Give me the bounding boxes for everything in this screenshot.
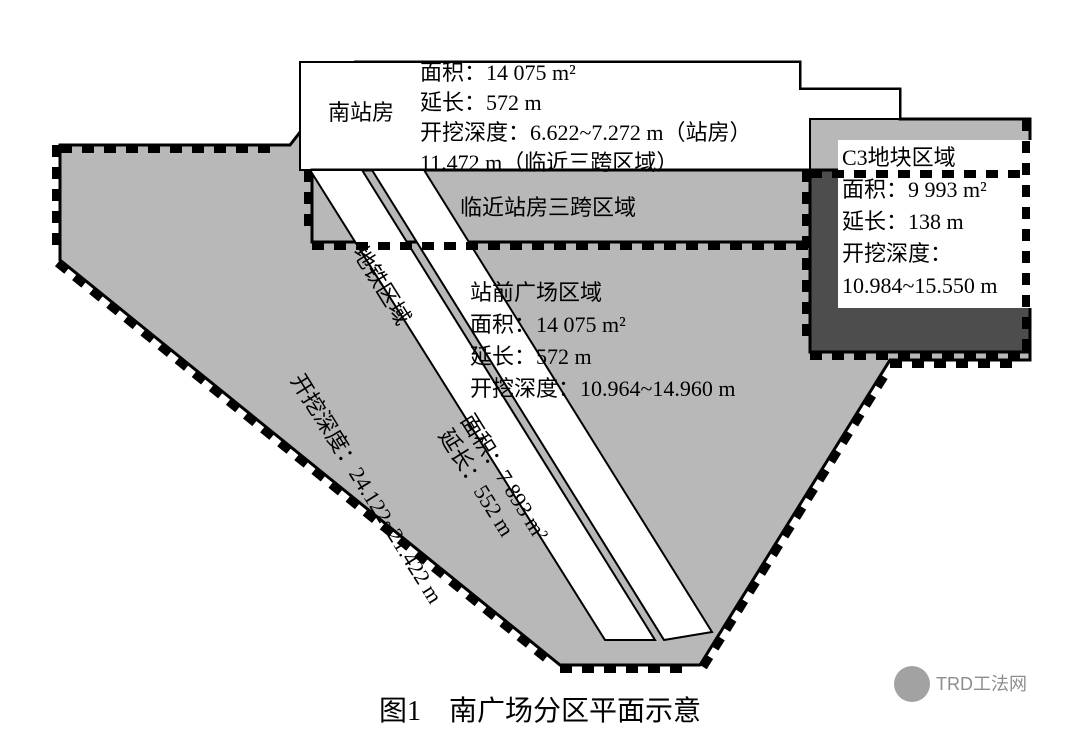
watermark-icon bbox=[894, 666, 930, 702]
three-span-name: 临近站房三跨区域 bbox=[460, 195, 636, 220]
plaza-label-0: 面积：14 075 m² bbox=[470, 312, 626, 337]
c3-label-1: 延长：138 m bbox=[842, 209, 964, 234]
figure-caption: 图1 南广场分区平面示意 bbox=[379, 695, 701, 727]
c3-label-2: 开挖深度： bbox=[842, 241, 952, 266]
watermark-text: TRD工法网 bbox=[936, 674, 1027, 694]
crenellation bbox=[312, 242, 808, 250]
plaza-name: 站前广场区域 bbox=[470, 280, 602, 305]
plaza-label-1: 延长：572 m bbox=[470, 344, 592, 369]
station-top-label-3: 11.472 m（临近三跨区域） bbox=[420, 150, 678, 175]
station-top-label-2: 开挖深度：6.622~7.272 m（站房） bbox=[420, 120, 752, 145]
c3-name: C3地块区域 bbox=[842, 145, 956, 170]
station-top-label-1: 延长：572 m bbox=[420, 90, 542, 115]
crenellation bbox=[304, 170, 312, 226]
station-top-name: 南站房 bbox=[328, 100, 394, 125]
station-top-label-0: 面积：14 075 m² bbox=[420, 60, 576, 85]
c3-label-3: 10.984~15.550 m bbox=[842, 273, 998, 298]
plaza-label-2: 开挖深度：10.964~14.960 m bbox=[470, 376, 736, 401]
c3-label-0: 面积：9 993 m² bbox=[842, 177, 987, 202]
